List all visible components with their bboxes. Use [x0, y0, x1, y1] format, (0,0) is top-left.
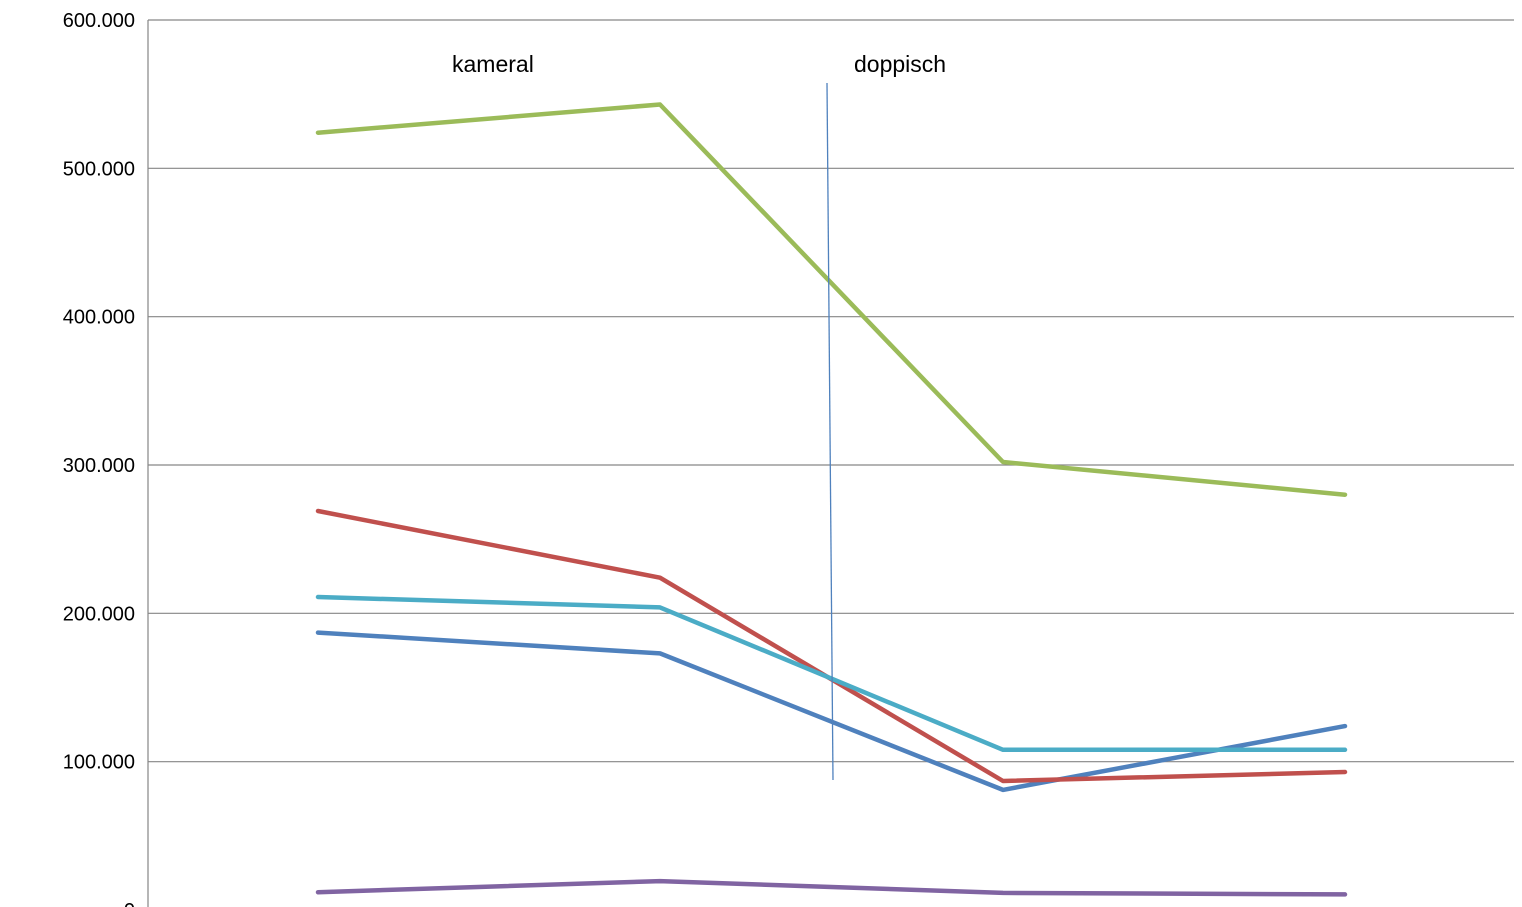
y-tick-label: 300.000: [63, 455, 135, 477]
y-tick-label: 500.000: [63, 158, 135, 180]
y-tick-label: 400.000: [63, 307, 135, 329]
y-tick-labels: 0 100.000 200.000 300.000 400.000 500.000 600.…: [63, 10, 135, 907]
y-tick-label: 100.000: [63, 752, 135, 774]
y-tick-label: 600.000: [63, 10, 135, 32]
annotation-doppisch: doppisch: [854, 51, 946, 77]
y-tick-label: 0: [124, 900, 135, 907]
series-line-3: [315, 102, 1348, 497]
era-divider-line: [826, 82, 834, 781]
y-tick-label: 200.000: [63, 603, 135, 625]
series-lines: [315, 102, 1348, 897]
gridlines: [148, 19, 1514, 763]
annotation-kameral: kameral: [452, 51, 534, 77]
series-line-4: [315, 878, 1348, 897]
series-line-1: [315, 630, 1348, 793]
